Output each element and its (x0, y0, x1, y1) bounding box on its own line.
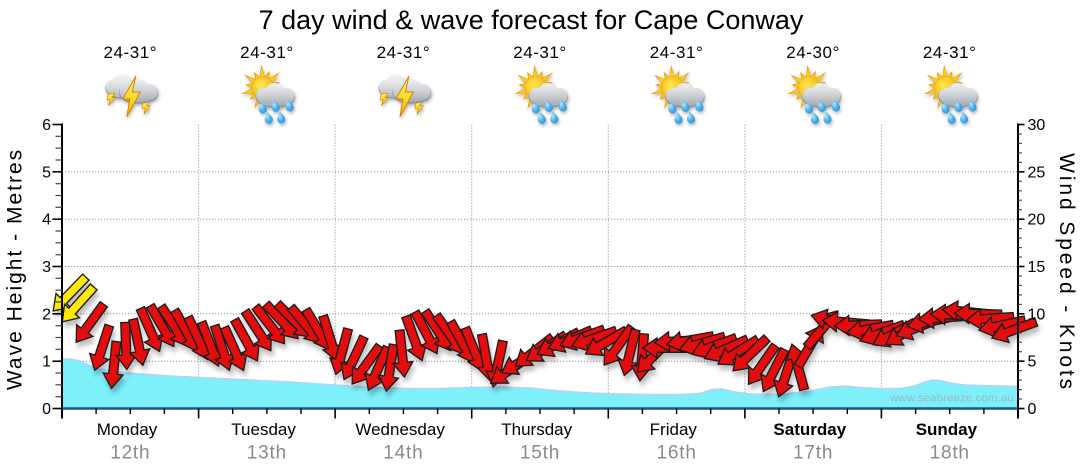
svg-text:Wave Height - Metres: Wave Height - Metres (4, 148, 27, 390)
svg-text:24-30°: 24-30° (786, 43, 840, 62)
svg-text:24-31°: 24-31° (240, 43, 294, 62)
svg-text:5: 5 (42, 164, 51, 181)
svg-text:www.seabreeze.com.au: www.seabreeze.com.au (889, 393, 1014, 405)
svg-text:30: 30 (1028, 117, 1046, 134)
svg-text:5: 5 (1028, 354, 1037, 371)
svg-text:15th: 15th (520, 443, 560, 464)
svg-text:Tuesday: Tuesday (231, 420, 296, 439)
svg-text:3: 3 (42, 259, 51, 276)
svg-text:24-31°: 24-31° (923, 43, 977, 62)
svg-text:12th: 12th (110, 443, 150, 464)
svg-text:0: 0 (1028, 401, 1037, 418)
svg-text:14th: 14th (383, 443, 423, 464)
svg-text:Wednesday: Wednesday (355, 420, 445, 439)
svg-text:6: 6 (42, 117, 51, 134)
svg-text:20: 20 (1028, 212, 1046, 229)
svg-text:Wind Speed - Knots: Wind Speed - Knots (1055, 153, 1078, 392)
svg-text:24-31°: 24-31° (104, 43, 158, 62)
svg-text:Saturday: Saturday (773, 420, 846, 439)
svg-text:24-31°: 24-31° (377, 43, 431, 62)
svg-text:Monday: Monday (97, 420, 158, 439)
svg-text:17th: 17th (793, 443, 833, 464)
svg-text:10: 10 (1028, 306, 1046, 323)
svg-text:25: 25 (1028, 164, 1046, 181)
svg-text:24-31°: 24-31° (513, 43, 567, 62)
svg-text:4: 4 (42, 212, 51, 229)
svg-text:7 day wind & wave forecast for: 7 day wind & wave forecast for Cape Conw… (259, 5, 804, 35)
svg-text:15: 15 (1028, 259, 1046, 276)
svg-text:18th: 18th (930, 443, 970, 464)
svg-text:Thursday: Thursday (501, 420, 572, 439)
svg-text:Sunday: Sunday (916, 420, 978, 439)
svg-text:0: 0 (42, 401, 51, 418)
svg-text:2: 2 (42, 306, 51, 323)
svg-text:16th: 16th (657, 443, 697, 464)
svg-text:1: 1 (42, 354, 51, 371)
svg-text:24-31°: 24-31° (650, 43, 704, 62)
svg-text:13th: 13th (247, 443, 287, 464)
svg-text:Friday: Friday (650, 420, 698, 439)
